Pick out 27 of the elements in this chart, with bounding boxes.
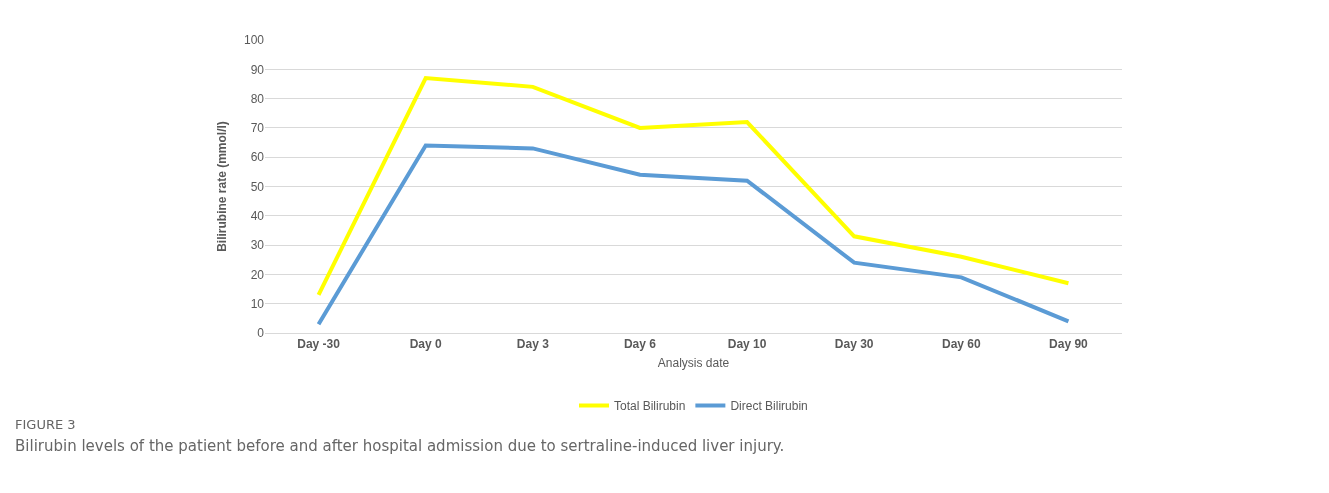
- x-tick-label: Day 60: [941, 337, 981, 352]
- y-tick-label: 90: [250, 62, 265, 77]
- caption: FIGURE 3: [15, 417, 76, 432]
- text: Bilirubin levels of the patient before and after hospital admission due to sertraline-induced liver injury.: [15, 437, 785, 455]
- y-tick-label: 20: [250, 267, 265, 282]
- x-axis-title: Analysis date: [657, 356, 730, 371]
- x-tick-label: Day 3: [516, 337, 550, 352]
- y-tick-label: 10: [250, 296, 265, 311]
- legend-label: Direct Bilirubin: [730, 399, 808, 414]
- x-tick-label: Day 10: [727, 337, 767, 352]
- y-axis-title: Bilirubine rate (mmol/l): [215, 121, 230, 252]
- legend-label: Total Bilirubin: [614, 399, 686, 414]
- y-tick-label: 60: [250, 150, 265, 165]
- x-tick-label: Day 90: [1049, 337, 1089, 352]
- y-tick-label: 40: [250, 209, 265, 223]
- y-tick-label: 70: [250, 121, 265, 136]
- line-series: [316, 143, 1071, 327]
- y-tick-label: 0: [257, 326, 265, 341]
- line-series: [316, 76, 1071, 297]
- y-tick-label: 100: [243, 33, 265, 48]
- y-tick-label: 30: [250, 238, 265, 253]
- x-tick-label: Day 30: [834, 337, 874, 352]
- y-tick-label: 80: [250, 91, 265, 106]
- x-tick-label: Day 6: [623, 337, 657, 352]
- x-tick-label: Day -30: [297, 337, 341, 352]
- x-tick-label: Day 0: [409, 337, 443, 352]
- y-tick-label: 50: [250, 179, 265, 194]
